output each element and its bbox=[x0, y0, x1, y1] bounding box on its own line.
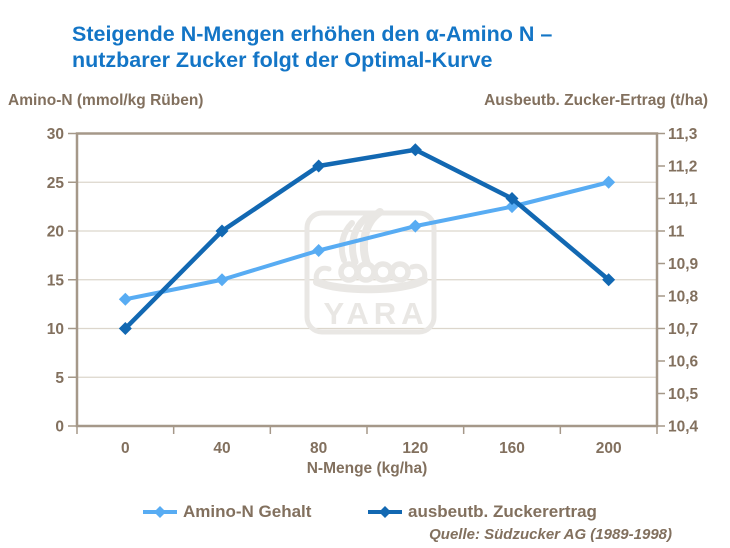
legend-label-amino: Amino-N Gehalt bbox=[183, 502, 312, 521]
data-point bbox=[215, 224, 229, 238]
left-axis-caption: Amino-N (mmol/kg Rüben) bbox=[8, 92, 204, 109]
right-axis-tick-label: 10,5 bbox=[668, 386, 699, 403]
x-axis-tick-label: 40 bbox=[213, 440, 230, 457]
right-axis-tick-label: 11,2 bbox=[668, 159, 697, 176]
x-axis-tick-label: 0 bbox=[121, 440, 130, 457]
legend-item-amino: Amino-N Gehalt bbox=[142, 502, 311, 522]
left-axis-tick-label: 15 bbox=[47, 272, 65, 289]
data-point bbox=[408, 143, 422, 157]
x-axis-tick-label: 120 bbox=[402, 440, 428, 457]
watermark-sail-icon bbox=[359, 208, 384, 268]
plot-border bbox=[75, 132, 659, 428]
right-axis-tick-label: 11,3 bbox=[668, 126, 698, 143]
x-axis-tick-label: 200 bbox=[596, 440, 622, 457]
left-axis-tick-label: 25 bbox=[47, 175, 65, 192]
series-line-zucker bbox=[123, 147, 611, 331]
left-axis-tick-label: 20 bbox=[47, 224, 64, 241]
data-point bbox=[408, 219, 422, 233]
series-line-amino bbox=[123, 180, 611, 302]
watermark-text: YARA bbox=[324, 296, 429, 331]
right-axis-tick-label: 11,1 bbox=[668, 191, 698, 208]
right-axis-tick-label: 10,7 bbox=[668, 321, 698, 338]
data-point bbox=[602, 175, 616, 189]
chart-title: Steigende N-Mengen erhöhen den α-Amino N… bbox=[72, 22, 553, 73]
right-axis-tick-label: 10,8 bbox=[668, 289, 699, 306]
legend-label-zucker: ausbeutb. Zuckerertrag bbox=[408, 502, 597, 521]
right-axis-tick-label: 10,4 bbox=[668, 419, 699, 436]
data-point bbox=[505, 200, 519, 214]
x-axis-title: N-Menge (kg/ha) bbox=[306, 460, 428, 477]
x-axis-tick-label: 160 bbox=[499, 440, 525, 457]
right-axis-tick-label: 11 bbox=[668, 224, 685, 241]
right-axis-caption: Ausbeutb. Zucker-Ertrag (t/ha) bbox=[484, 92, 708, 109]
left-axis-tick-label: 10 bbox=[47, 321, 64, 338]
amino-series-marker-icon bbox=[143, 506, 177, 518]
x-axis-tick-label: 80 bbox=[310, 440, 327, 457]
data-point bbox=[505, 192, 519, 205]
legend-item-zucker: ausbeutb. Zuckerertrag bbox=[367, 502, 597, 522]
data-point bbox=[118, 322, 132, 335]
watermark-hull-icon bbox=[313, 276, 428, 294]
data-point bbox=[312, 159, 326, 173]
left-axis-tick-label: 0 bbox=[55, 419, 64, 436]
watermark-sail-icon bbox=[338, 220, 355, 263]
zucker-series-marker-icon bbox=[368, 506, 402, 518]
right-axis-tick-label: 10,9 bbox=[668, 256, 699, 273]
source-note: Quelle: Südzucker AG (1989-1998) bbox=[429, 526, 672, 543]
data-point bbox=[215, 273, 229, 287]
chart-plot-area: 0 5 10 15 20 25 30 10,4 10,5 10,6 10,7 10,8 10,9 11 11… bbox=[47, 126, 699, 457]
left-axis-tick-label: 5 bbox=[55, 370, 64, 387]
yara-watermark-logo-icon: YARA bbox=[304, 208, 437, 335]
left-axis-tick-label: 30 bbox=[47, 126, 64, 143]
data-point bbox=[118, 292, 132, 306]
data-point bbox=[312, 244, 326, 257]
right-axis-tick-label: 10,6 bbox=[668, 354, 699, 371]
data-point bbox=[602, 273, 616, 287]
watermark-sail-icon bbox=[349, 213, 371, 266]
